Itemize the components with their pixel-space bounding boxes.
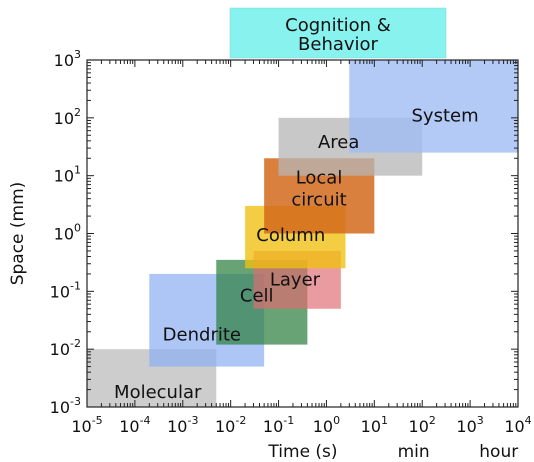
y-axis-label: Space (mm) [8, 182, 28, 286]
region-label-cell: Cell [240, 285, 274, 306]
x-tick-label: 10-4 [119, 414, 150, 436]
region-system [349, 60, 518, 153]
y-tick-label: 10-2 [50, 337, 81, 359]
region-label-system: System [412, 105, 479, 126]
x-tick-label: 10-5 [71, 414, 102, 436]
top-box-layer: Cognition & Behavior [229, 7, 447, 59]
top-box-cognition-behavior [229, 7, 447, 59]
region-label-area: Area [318, 132, 359, 153]
x-tick-label: 104 [504, 414, 531, 436]
region-label-layer: Layer [270, 270, 321, 291]
y-tick-label: 10-3 [50, 395, 81, 417]
x-tick-label: 10-1 [263, 414, 294, 436]
ticks-layer: 10-5 10-4 10-3 10-2 10-1 100 101 102 103 104 10-3 1… [50, 48, 532, 462]
y-tick-label: 103 [54, 48, 81, 70]
regions-layer [87, 60, 518, 407]
time-unit-label-min: min [398, 442, 430, 462]
x-tick-label: 10-3 [167, 414, 198, 436]
top-box-label: Cognition & Behavior [285, 15, 391, 55]
region-label-dendrite: Dendrite [163, 324, 241, 345]
y-tick-label: 100 [54, 222, 81, 244]
x-tick-label: 103 [456, 414, 483, 436]
region-label-local-circuit: Local circuit [291, 167, 346, 210]
time-unit-label-hour: hour [479, 442, 518, 462]
x-tick-label: 10-2 [215, 414, 246, 436]
y-tick-label: 102 [54, 106, 81, 128]
y-tick-label: 10-1 [50, 279, 81, 301]
y-tick-label: 101 [54, 164, 81, 186]
region-label-molecular: Molecular [114, 382, 202, 403]
x-tick-label: 102 [409, 414, 436, 436]
region-label-column: Column [256, 225, 325, 246]
x-tick-label: 100 [313, 414, 340, 436]
x-axis-label: Time (s) [267, 442, 337, 462]
x-tick-label: 101 [361, 414, 388, 436]
